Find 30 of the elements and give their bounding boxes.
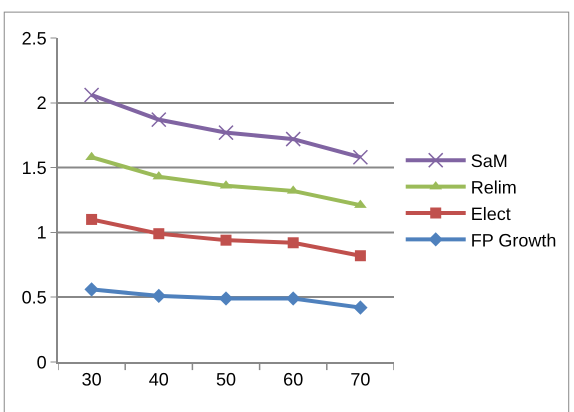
legend-label: FP Growth: [470, 230, 556, 250]
x-tick-label: 30: [82, 369, 102, 390]
y-tick-label: 0.5: [22, 288, 47, 308]
point: [84, 87, 100, 103]
point: [153, 228, 164, 240]
point: [151, 112, 167, 128]
point: [352, 149, 368, 165]
x-tick-label: 50: [216, 369, 236, 390]
point: [218, 124, 234, 140]
y-tick-label: 1.5: [22, 158, 47, 178]
legend-label: SaM: [470, 151, 508, 172]
point: [286, 291, 300, 306]
point: [152, 288, 166, 304]
point: [354, 250, 366, 262]
y-tick-label: 2: [36, 93, 47, 114]
y-tick-label: 2.5: [22, 28, 47, 48]
point: [220, 234, 232, 246]
y-tick-label: 0: [36, 352, 47, 372]
legend-label: Relim: [470, 178, 517, 198]
point: [285, 131, 301, 147]
point: [288, 237, 299, 248]
point: [86, 214, 98, 225]
point: [84, 282, 99, 297]
legend-label: Elect: [470, 204, 511, 224]
x-tick-label: 70: [350, 369, 370, 390]
point: [218, 291, 234, 306]
x-tick-label: 40: [148, 369, 169, 390]
y-tick-label: 1: [36, 222, 47, 243]
x-tick-label: 60: [283, 369, 304, 390]
point: [353, 300, 368, 315]
